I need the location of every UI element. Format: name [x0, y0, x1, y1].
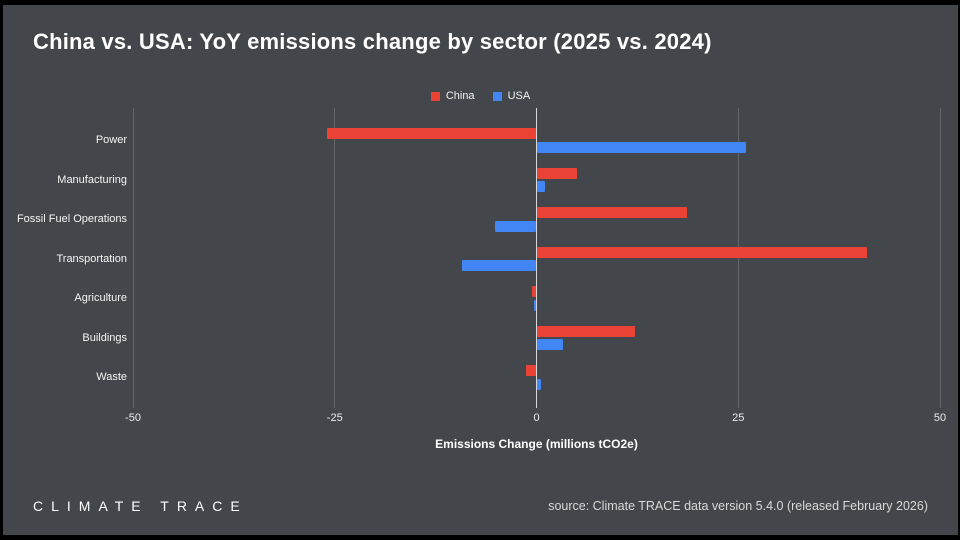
bar-china-power[interactable]	[326, 128, 537, 139]
bar-china-fossil-fuel-operations[interactable]	[536, 207, 687, 218]
bar-usa-agriculture[interactable]	[534, 299, 537, 311]
x-tick-label: -50	[125, 412, 141, 424]
x-axis-title: Emissions Change (millions tCO2e)	[435, 437, 638, 451]
gridline	[334, 108, 336, 408]
chart-slide: China vs. USA: YoY emissions change by s…	[3, 5, 958, 535]
bar-usa-power[interactable]	[536, 141, 747, 153]
gridline	[737, 108, 739, 408]
category-label-power: Power	[95, 134, 127, 146]
category-label-buildings: Buildings	[82, 331, 127, 344]
zero-gridline	[536, 108, 537, 408]
chart-area: Power Manufacturing Fossil Fuel Operations…	[3, 5, 958, 535]
x-axis-ticks: -50 -25 0 25 50	[125, 412, 946, 426]
legend-label-china: China	[445, 90, 475, 102]
bar-usa-manufacturing[interactable]	[536, 181, 545, 192]
category-label-fossil-fuel-operations: Fossil Fuel Operations	[16, 213, 127, 225]
bar-usa-buildings[interactable]	[536, 339, 564, 350]
legend-label-usa: USA	[507, 90, 531, 102]
category-axis: Power Manufacturing Fossil Fuel Operations…	[3, 108, 127, 408]
bar-china-agriculture[interactable]	[532, 286, 537, 297]
gridline	[132, 108, 134, 408]
x-tick-label: 50	[933, 412, 947, 424]
bar-china-manufacturing[interactable]	[536, 167, 577, 179]
gridline	[939, 108, 941, 408]
bar-china-waste[interactable]	[526, 365, 537, 376]
category-label-transportation: Transportation	[56, 252, 127, 265]
usa-series-swatch-icon	[492, 91, 502, 101]
source-note: source: Climate TRACE data version 5.4.0…	[548, 499, 928, 513]
bar-china-transportation[interactable]	[536, 246, 868, 258]
category-label-manufacturing: Manufacturing	[57, 173, 127, 186]
x-tick-label: 25	[732, 412, 745, 424]
category-label-waste: Waste	[96, 371, 127, 383]
china-series-swatch-icon	[430, 91, 440, 101]
climate-trace-logo: CLIMATE TRACE	[33, 498, 248, 514]
plot-area	[132, 108, 941, 408]
x-tick-label: -25	[326, 412, 343, 424]
category-label-agriculture: Agriculture	[74, 292, 127, 304]
chart-title: China vs. USA: YoY emissions change by s…	[33, 29, 712, 54]
bar-usa-fossil-fuel-operations[interactable]	[494, 220, 537, 232]
bar-china-buildings[interactable]	[536, 325, 635, 337]
legend: China USA	[3, 90, 958, 102]
bar-usa-waste[interactable]	[536, 378, 541, 390]
legend-item-china[interactable]: China	[430, 90, 475, 102]
legend-item-usa[interactable]: USA	[492, 90, 531, 102]
x-tick-label: 0	[533, 412, 540, 424]
bar-usa-transportation[interactable]	[462, 260, 537, 271]
